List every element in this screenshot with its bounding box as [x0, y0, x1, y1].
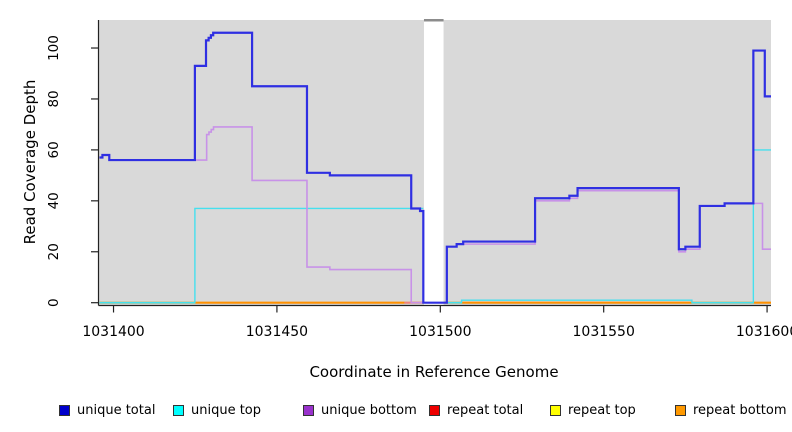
x-axis-label: Coordinate in Reference Genome	[309, 363, 559, 381]
legend-label: unique top	[191, 402, 262, 418]
x-tick-label: 1031450	[246, 324, 308, 340]
legend-label: unique bottom	[321, 402, 417, 418]
legend-label: repeat top	[568, 402, 636, 418]
x-tick-label: 1031500	[409, 324, 471, 340]
series-unique-top-line	[99, 207, 424, 304]
x-tick-label: 1031550	[573, 324, 635, 340]
legend: unique total unique top unique bottom re…	[0, 401, 792, 425]
unique-bottom-swatch-icon	[303, 404, 314, 416]
legend-item-repeat-top: repeat top	[550, 401, 636, 419]
unique-total-swatch-icon	[59, 404, 70, 416]
legend-item-unique-bottom: unique bottom	[303, 401, 417, 419]
legend-label: unique total	[77, 402, 156, 418]
unique-top-swatch-icon	[173, 404, 184, 416]
no-data-band-cap	[423, 19, 444, 22]
legend-item-repeat-total: repeat total	[429, 401, 523, 419]
repeat-top-swatch-icon	[550, 404, 561, 416]
legend-item-unique-top: unique top	[173, 401, 261, 419]
series-unique-total-line	[99, 31, 771, 304]
y-tick-label: 20	[46, 243, 62, 260]
legend-item-repeat-bottom: repeat bottom	[675, 401, 787, 419]
y-axis-label: Read Coverage Depth	[21, 79, 39, 245]
legend-label: repeat total	[447, 402, 524, 418]
y-tick-label: 40	[46, 192, 62, 209]
no-data-band	[423, 19, 444, 305]
y-tick-label: 80	[46, 90, 62, 107]
repeat-bottom-swatch-icon	[675, 404, 686, 416]
legend-item-unique-total: unique total	[59, 401, 155, 419]
y-tick-label: 0	[46, 298, 62, 307]
repeat-total-swatch-icon	[429, 404, 440, 416]
y-tick-label: 60	[46, 141, 62, 158]
legend-label: repeat bottom	[693, 402, 787, 418]
y-tick-label: 100	[46, 35, 62, 61]
x-tick-label: 1031400	[82, 324, 144, 340]
